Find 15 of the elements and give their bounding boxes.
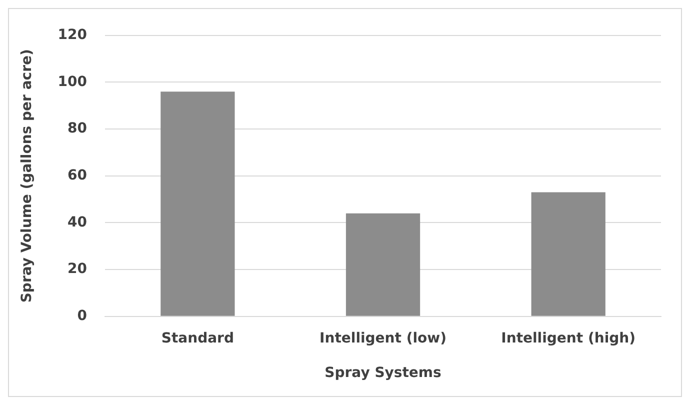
bar — [346, 213, 420, 316]
x-tick-label: Standard — [161, 330, 234, 346]
x-axis-title: Spray Systems — [324, 365, 442, 382]
y-tick-label: 100 — [58, 74, 88, 90]
y-tick-label: 120 — [58, 27, 88, 44]
y-axis-title: Spray Volume (gallons per acre) — [19, 49, 36, 303]
bar — [160, 92, 235, 316]
y-tick-label: 60 — [68, 168, 88, 184]
y-tick-label: 80 — [68, 120, 88, 137]
x-tick-label: Intelligent (high) — [501, 330, 636, 346]
y-tick-label: 40 — [68, 214, 88, 230]
x-tick-label: Intelligent (low) — [320, 330, 446, 346]
bar — [531, 192, 606, 316]
y-tick-label: 20 — [68, 261, 88, 278]
y-tick-label: 0 — [77, 308, 88, 324]
